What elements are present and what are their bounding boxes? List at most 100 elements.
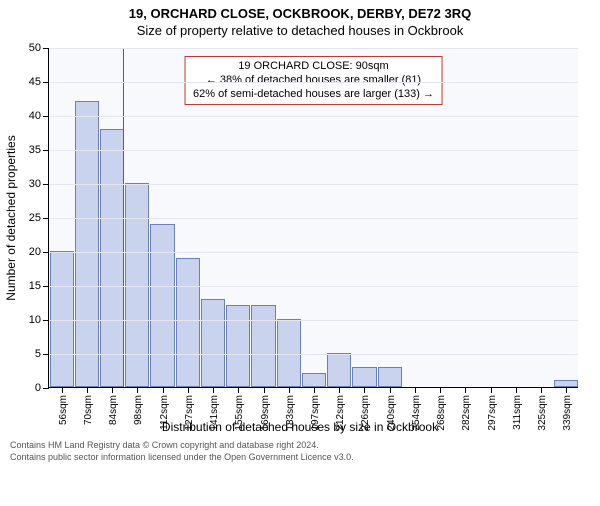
gridline [49, 354, 578, 355]
bar [378, 367, 402, 387]
x-tick [364, 387, 365, 393]
footer-line2: Contains public sector information licen… [10, 452, 590, 464]
bar [100, 129, 124, 387]
x-tick-label: 169sqm [260, 395, 271, 431]
plot-area: 19 ORCHARD CLOSE: 90sqm ← 38% of detache… [48, 48, 578, 388]
x-tick [213, 387, 214, 393]
y-tick-label: 45 [29, 76, 41, 88]
x-tick [491, 387, 492, 393]
gridline [49, 286, 578, 287]
x-tick [188, 387, 189, 393]
y-tick [43, 252, 49, 253]
x-tick [112, 387, 113, 393]
x-tick [264, 387, 265, 393]
bar [201, 299, 225, 387]
chart-container: 19 ORCHARD CLOSE: 90sqm ← 38% of detache… [0, 38, 600, 418]
bar [125, 183, 149, 387]
y-tick [43, 354, 49, 355]
x-tick-label: 183sqm [285, 395, 296, 431]
x-tick-label: 311sqm [512, 395, 523, 430]
bar [327, 353, 351, 387]
x-tick [137, 387, 138, 393]
x-tick-label: 226sqm [360, 395, 371, 431]
page-title-address: 19, ORCHARD CLOSE, OCKBROOK, DERBY, DE72… [0, 6, 600, 21]
y-tick-label: 30 [29, 178, 41, 190]
x-tick-label: 268sqm [436, 395, 447, 431]
x-tick-label: 212sqm [335, 395, 346, 431]
gridline [49, 218, 578, 219]
bar [226, 305, 250, 387]
y-tick-label: 40 [29, 110, 41, 122]
gridline [49, 82, 578, 83]
x-tick-label: 127sqm [184, 395, 195, 431]
y-tick-label: 0 [35, 382, 41, 394]
x-tick [87, 387, 88, 393]
x-tick-label: 141sqm [209, 395, 220, 431]
y-tick [43, 320, 49, 321]
x-tick-label: 297sqm [487, 395, 498, 431]
y-tick [43, 150, 49, 151]
y-tick-label: 50 [29, 42, 41, 54]
x-tick [163, 387, 164, 393]
annotation-line3: 62% of semi-detached houses are larger (… [193, 88, 434, 102]
y-tick-label: 5 [35, 348, 41, 360]
x-tick-label: 155sqm [234, 395, 245, 431]
gridline [49, 48, 578, 49]
annotation-line1: 19 ORCHARD CLOSE: 90sqm [193, 60, 434, 74]
x-tick-label: 70sqm [83, 395, 94, 425]
y-tick [43, 48, 49, 49]
bar [176, 258, 200, 387]
x-tick [238, 387, 239, 393]
bar [150, 224, 174, 387]
x-tick-label: 325sqm [537, 395, 548, 431]
y-tick-label: 15 [29, 280, 41, 292]
x-tick-label: 98sqm [133, 395, 144, 425]
bar [75, 101, 99, 387]
x-tick [465, 387, 466, 393]
footer-line1: Contains HM Land Registry data © Crown c… [10, 440, 590, 452]
x-tick [440, 387, 441, 393]
y-axis-title: Number of detached properties [4, 135, 18, 300]
y-tick-label: 25 [29, 212, 41, 224]
annotation-line2: ← 38% of detached houses are smaller (81… [193, 74, 434, 88]
bar [251, 305, 275, 387]
y-tick-label: 35 [29, 144, 41, 156]
x-tick [415, 387, 416, 393]
y-tick [43, 116, 49, 117]
x-tick [566, 387, 567, 393]
x-tick-label: 84sqm [108, 395, 119, 425]
y-tick-label: 10 [29, 314, 41, 326]
y-tick-label: 20 [29, 246, 41, 258]
gridline [49, 116, 578, 117]
y-tick [43, 218, 49, 219]
gridline [49, 184, 578, 185]
y-tick [43, 286, 49, 287]
x-tick-label: 254sqm [411, 395, 422, 431]
footer: Contains HM Land Registry data © Crown c… [0, 434, 600, 463]
x-tick-label: 112sqm [159, 395, 170, 430]
bar [352, 367, 376, 387]
x-tick-label: 197sqm [310, 395, 321, 431]
x-tick-label: 282sqm [461, 395, 472, 431]
x-tick [314, 387, 315, 393]
gridline [49, 252, 578, 253]
gridline [49, 320, 578, 321]
annotation-box: 19 ORCHARD CLOSE: 90sqm ← 38% of detache… [184, 56, 443, 105]
bar [50, 251, 74, 387]
x-tick-label: 240sqm [386, 395, 397, 431]
x-tick [289, 387, 290, 393]
x-tick [62, 387, 63, 393]
bar [277, 319, 301, 387]
x-tick [516, 387, 517, 393]
page-title-desc: Size of property relative to detached ho… [0, 23, 600, 38]
gridline [49, 150, 578, 151]
x-tick-label: 56sqm [58, 395, 69, 425]
y-tick [43, 184, 49, 185]
bar [302, 373, 326, 387]
x-tick [541, 387, 542, 393]
x-tick-label: 339sqm [562, 395, 573, 431]
y-tick [43, 388, 49, 389]
y-tick [43, 82, 49, 83]
bar [554, 380, 578, 387]
x-tick [339, 387, 340, 393]
